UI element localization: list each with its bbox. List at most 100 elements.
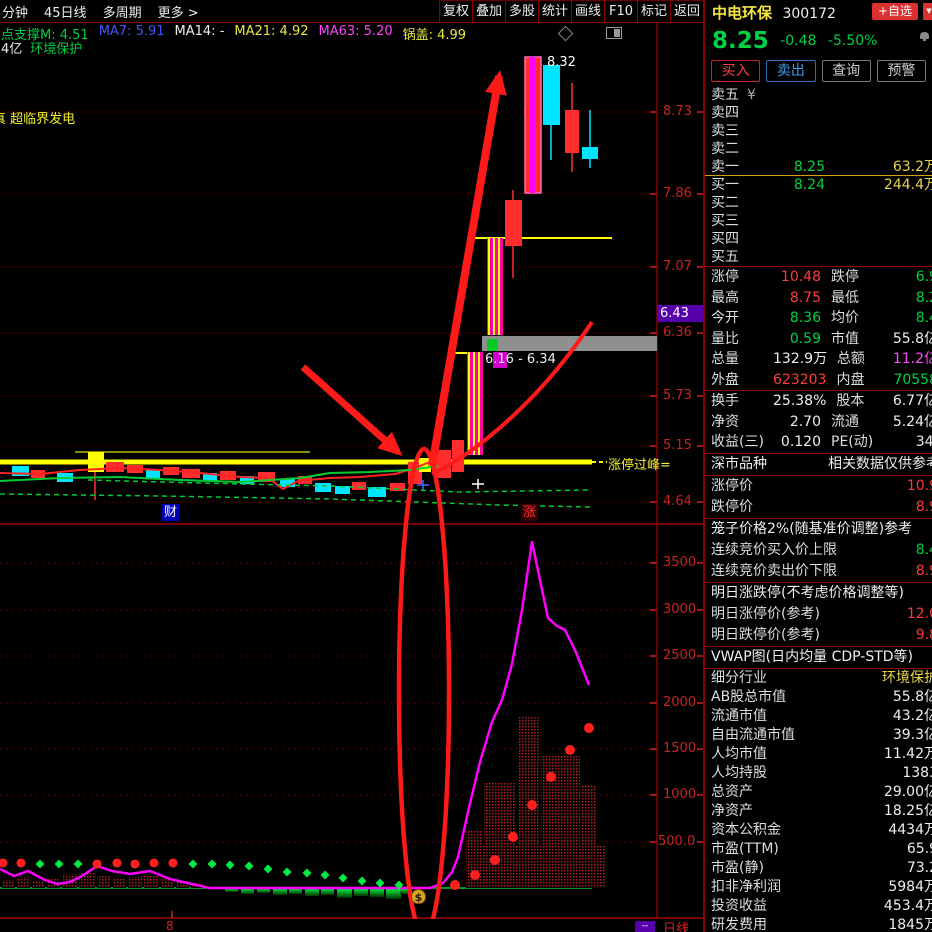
order-book-row[interactable]: 卖一 8.25 63.2万 (705, 158, 932, 176)
toolbar-button[interactable]: 多股 (505, 1, 538, 23)
toolbar-buttons: 复权 叠加 多股 统计 画线 F10 标记 返回 (439, 0, 703, 23)
stats-row: 今开 8.36 均价 8.4 (705, 308, 932, 329)
fundamental-value: 11.42万 (883, 745, 932, 762)
book-settings-icon[interactable] (747, 230, 765, 248)
alert-bell-icon[interactable] (920, 32, 929, 41)
order-book-row[interactable]: 卖三 (705, 122, 932, 140)
toolbar-button[interactable]: 统计 (538, 1, 571, 23)
fundamental-value: 1845万 (888, 916, 932, 932)
action-button[interactable]: 卖出 (766, 60, 816, 82)
order-book-row[interactable]: 卖五 ¥ (705, 86, 932, 104)
tomorrow-label: 明日涨停价(参考) (711, 605, 820, 622)
fundamental-row: 扣非净利润 5984万 (705, 878, 932, 897)
top-toolbar: 分钟 45日线 多周期 更多 > 复权 叠加 多股 统计 画线 F10 标记 返回 (0, 0, 703, 23)
fundamental-value: 29.00亿 (883, 783, 932, 800)
book-price (765, 86, 825, 104)
ma-value: 锅盖: 4.99 (402, 28, 467, 43)
split-pane-icon[interactable] (606, 27, 622, 39)
sub-axis-label: 2500 (663, 648, 697, 663)
stat-value: 0.59 (789, 330, 821, 347)
book-settings-icon[interactable] (747, 140, 765, 158)
price-change-pct: -5.50% (827, 33, 878, 49)
main-chart-canvas[interactable] (0, 0, 703, 932)
fundamental-label: 市盈(TTM) (711, 840, 779, 857)
book-settings-icon[interactable]: ¥ (747, 87, 756, 103)
stock-header: 中电环保 300172 +自选 ▼ (705, 0, 932, 41)
stats-row: 最高 8.75 最低 8.2 (705, 288, 932, 309)
stat-label: PE(动) (831, 434, 874, 450)
order-book-row[interactable]: 卖二 (705, 140, 932, 158)
period-tab[interactable]: 更多 > (157, 5, 199, 21)
book-settings-icon[interactable] (747, 248, 765, 266)
order-book-row[interactable]: 买四 (705, 230, 932, 248)
market-disclaimer: 相关数据仅供参考 (828, 455, 932, 472)
stat-label: 跌停 (831, 269, 859, 285)
period-tabs: 分钟 45日线 多周期 更多 > (2, 0, 199, 22)
sub-axis-label: 2000 (663, 695, 697, 710)
book-price (765, 140, 825, 158)
action-button[interactable]: 买入 (711, 60, 761, 82)
order-book: 卖五 ¥ 卖四 卖三 (705, 86, 932, 266)
toolbar-button[interactable]: 复权 (439, 1, 472, 23)
book-price (765, 194, 825, 212)
event-badge-limitup[interactable]: 涨 (521, 504, 538, 521)
book-price (765, 230, 825, 248)
toolbar-button[interactable]: 画线 (571, 1, 604, 23)
favorite-dropdown-icon[interactable]: ▼ (923, 3, 932, 20)
fundamental-row: 投资收益 453.4万 (705, 897, 932, 916)
book-amount (825, 194, 932, 212)
period-tab[interactable]: 分钟 (2, 5, 29, 21)
book-settings-icon[interactable] (747, 176, 765, 194)
stat-value: 34. (915, 434, 932, 450)
add-favorite-button[interactable]: +自选 (871, 3, 918, 20)
order-book-row[interactable]: 买一 8.24 244.4万 (705, 176, 932, 194)
book-settings-icon[interactable] (747, 212, 765, 230)
book-settings-icon[interactable] (747, 122, 765, 140)
fundamental-label: 研发费用 (711, 916, 767, 932)
bottom-bar: 8 -- 日线 (0, 919, 703, 932)
limit-up-note: 涨停过峰= (608, 458, 671, 473)
event-badge-finance[interactable]: 财 (162, 504, 179, 521)
fundamental-value: 43.2亿 (892, 707, 932, 724)
action-button[interactable]: 预警 (876, 60, 926, 82)
high-price-annotation: 8.32 (547, 55, 576, 70)
book-level-label: 买五 (711, 249, 739, 265)
book-settings-icon[interactable] (747, 194, 765, 212)
fundamental-value: 18.25亿 (883, 802, 932, 819)
stat-value: 11.2亿 (892, 351, 932, 367)
fundamental-label: 市盈(静) (711, 859, 764, 876)
toolbar-button[interactable]: 标记 (637, 1, 670, 23)
action-button[interactable]: 查询 (821, 60, 871, 82)
tomorrow-header: 明日涨跌停(不考虑价格调整等) (711, 584, 904, 601)
toolbar-button[interactable]: 叠加 (472, 1, 505, 23)
cage-section: 笼子价格2%(随基准价调整)参考 连续竞价买入价上限 8.4 连续竞价卖出价下限… (705, 517, 932, 582)
order-book-row[interactable]: 买五 (705, 248, 932, 266)
ma-value: MA21: 4.92 (234, 24, 309, 39)
period-tab[interactable]: 多周期 (102, 5, 142, 21)
toolbar-button[interactable]: 返回 (670, 1, 703, 23)
toolbar-button[interactable]: F10 (604, 1, 637, 23)
stats-block-b: 换手 25.38% 股本 6.77亿 净资 2.70 流通 5.24亿 收益(三… (705, 390, 932, 453)
scrollbar-thumb[interactable]: -- (635, 921, 655, 932)
limit-label: 涨停价 (711, 477, 753, 494)
order-book-row[interactable]: 卖四 (705, 104, 932, 122)
fundamental-label: 投资收益 (711, 897, 767, 914)
stat-value: 623203 (773, 371, 827, 388)
book-settings-icon[interactable] (747, 104, 765, 122)
order-book-row[interactable]: 买三 (705, 212, 932, 230)
book-level-label: 卖五 (711, 87, 739, 103)
order-book-row[interactable]: 买二 (705, 194, 932, 212)
stats-row: 换手 25.38% 股本 6.77亿 (705, 391, 932, 412)
ma-value: MA14: - (174, 24, 225, 39)
book-settings-icon[interactable] (747, 158, 765, 175)
price-axis-label: 6.36 (663, 325, 692, 340)
vwap-link[interactable]: VWAP图(日内均量 CDP-STD等) (711, 648, 914, 665)
tomorrow-label: 明日跌停价(参考) (711, 626, 820, 643)
period-indicator[interactable]: 日线 (663, 922, 690, 932)
stat-label: 市值 (831, 330, 859, 347)
stats-row: 外盘 623203 内盘 70558 (705, 370, 932, 391)
stat-label: 量比 (711, 330, 739, 347)
period-tab[interactable]: 45日线 (44, 5, 87, 21)
fundamental-row: 净资产 18.25亿 (705, 802, 932, 821)
fundamental-label: 资本公积金 (711, 821, 781, 838)
